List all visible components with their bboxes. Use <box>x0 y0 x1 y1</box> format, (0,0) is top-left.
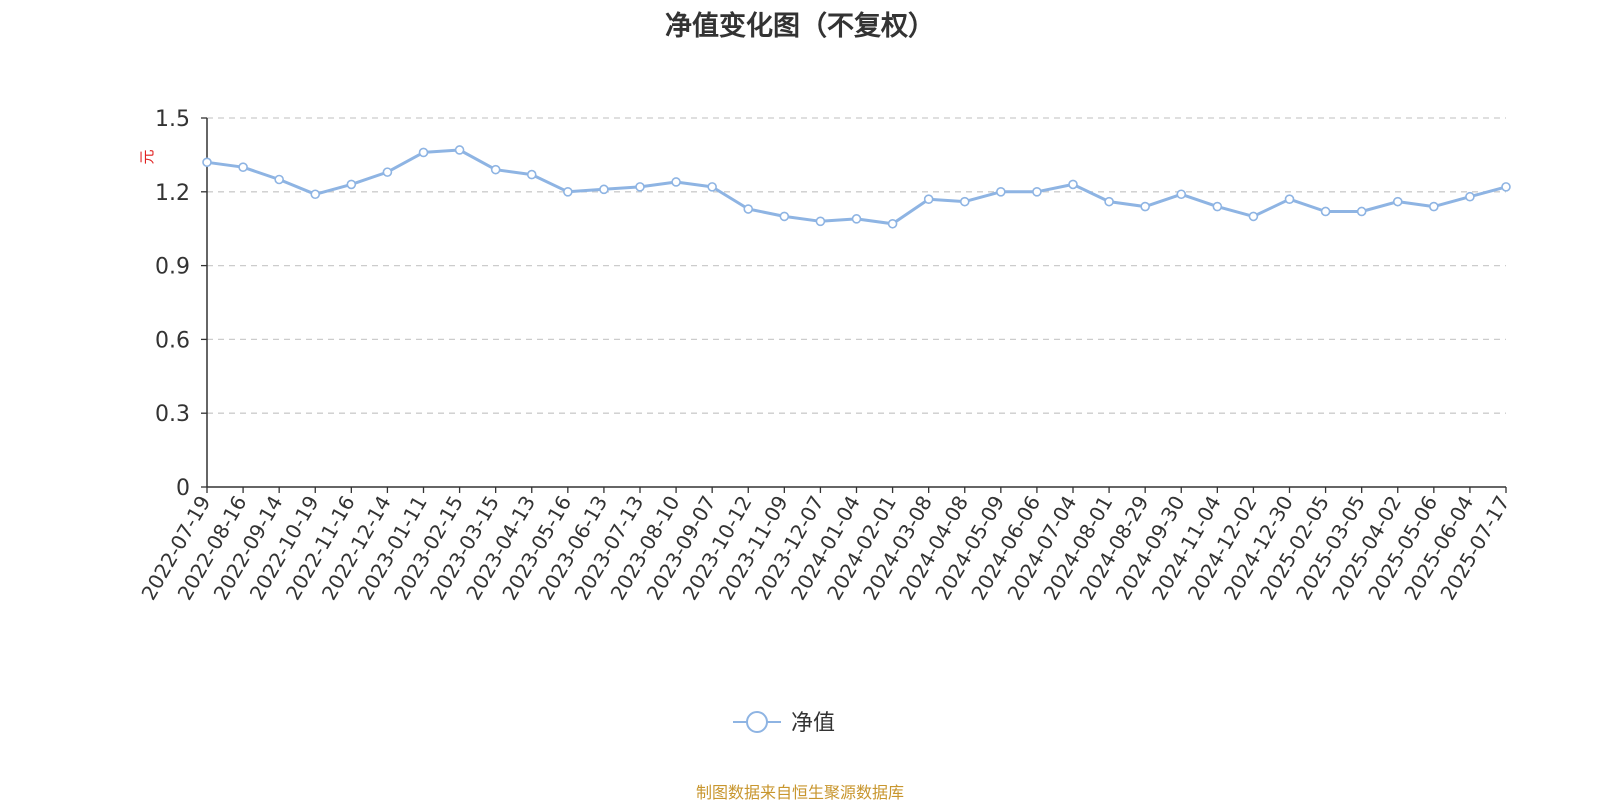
data-point[interactable] <box>1429 201 1439 212</box>
data-point[interactable] <box>418 147 429 158</box>
data-point[interactable] <box>635 182 645 192</box>
data-point[interactable] <box>1104 196 1114 207</box>
data-point[interactable] <box>454 145 465 155</box>
data-point[interactable] <box>346 179 357 190</box>
data-point[interactable] <box>274 174 284 185</box>
data-point[interactable] <box>707 182 717 192</box>
data-point[interactable] <box>1176 189 1187 200</box>
data-point[interactable] <box>1140 201 1150 212</box>
data-point[interactable] <box>779 211 790 222</box>
data-point[interactable] <box>996 187 1006 197</box>
data-point[interactable] <box>490 164 501 175</box>
data-point[interactable] <box>923 194 934 204</box>
data-point[interactable] <box>1068 179 1078 190</box>
data-point[interactable] <box>1212 201 1223 212</box>
data-point[interactable] <box>1032 187 1042 197</box>
data-point[interactable] <box>743 204 754 214</box>
axes <box>206 118 1506 488</box>
y-tick-label: 1.5 <box>155 107 190 132</box>
source-note: 制图数据来自恒生聚源数据库 <box>695 783 904 802</box>
series-line <box>206 148 1507 226</box>
y-tick-label: 0.3 <box>155 402 190 427</box>
data-point[interactable] <box>1465 191 1475 202</box>
x-tick-labels: 2022-07-192022-08-162022-09-142022-10-19… <box>136 487 1514 604</box>
y-tick-labels: 0 0.3 0.6 0.9 1.2 1.5 <box>155 107 207 501</box>
data-point[interactable] <box>382 167 393 177</box>
data-point[interactable] <box>671 177 681 187</box>
y-tick-label: 0 <box>176 476 190 501</box>
data-point[interactable] <box>526 169 537 180</box>
data-point[interactable] <box>599 184 609 195</box>
data-point[interactable] <box>1356 206 1367 217</box>
data-point[interactable] <box>851 214 862 224</box>
data-point[interactable] <box>1320 206 1331 217</box>
data-point[interactable] <box>563 187 573 197</box>
data-point[interactable] <box>1248 211 1259 222</box>
y-tick-label: 0.9 <box>155 255 190 280</box>
data-point[interactable] <box>202 157 212 168</box>
data-point[interactable] <box>310 189 321 200</box>
data-point[interactable] <box>1501 182 1511 192</box>
data-point[interactable] <box>815 216 826 227</box>
chart-title: 净值变化图（不复权） <box>665 11 935 42</box>
data-point[interactable] <box>887 218 898 229</box>
data-point[interactable] <box>1392 196 1403 207</box>
legend[interactable]: 净值 <box>733 711 835 736</box>
legend-circle-icon <box>746 711 768 733</box>
y-tick-label: 1.2 <box>155 181 190 206</box>
y-tick-label: 0.6 <box>155 328 190 353</box>
grid-lines <box>207 117 1506 414</box>
data-point[interactable] <box>1284 194 1295 204</box>
y-unit-label: 元 <box>138 149 156 164</box>
data-point[interactable] <box>959 196 970 207</box>
data-point[interactable] <box>238 162 248 172</box>
legend-label: 净值 <box>791 711 835 736</box>
series-net-value <box>202 145 1511 229</box>
